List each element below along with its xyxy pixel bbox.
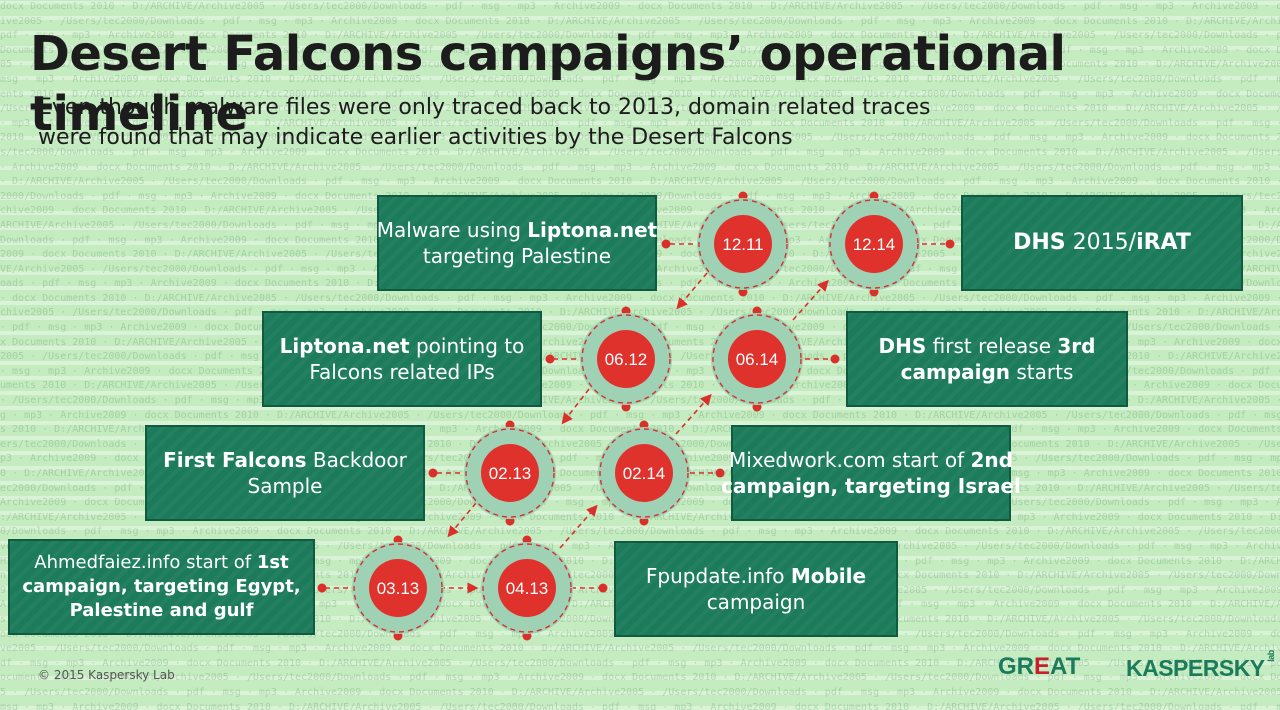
node-06-12: 06.12: [580, 313, 672, 405]
node-label-04-13: 04.13: [506, 579, 549, 598]
connector-1211-0612: [676, 272, 708, 310]
node-label-06-14: 06.14: [736, 350, 779, 369]
page-title: Desert Falcons campaigns’ operational ti…: [30, 26, 1066, 142]
node-02-14: 02.14: [598, 427, 690, 519]
node-label-12-14: 12.14: [853, 235, 896, 254]
event-first-backdoor: First Falcons Backdoor Sample: [145, 425, 425, 521]
node-12-14: 12.14: [828, 198, 920, 290]
event-dhs-3rd: DHS first release 3rd campaign starts: [846, 311, 1128, 407]
event-dhs-irat: DHS 2015/iRAT: [961, 195, 1243, 291]
node-label-12-11: 12.11: [722, 235, 763, 254]
great-logo: GREAT: [998, 653, 1081, 680]
event-ahmedfaiez: Ahmedfaiez.info start of 1st campaign, t…: [8, 539, 315, 635]
node-06-14: 06.14: [711, 313, 803, 405]
connector-0612-0213: [561, 388, 590, 425]
event-fpupdate: Fpupdate.info Mobile campaign: [614, 541, 898, 637]
connector-0213-0313: [447, 502, 477, 538]
connector-0413-0214: [559, 504, 598, 549]
node-04-13: 04.13: [481, 542, 573, 634]
copyright: © 2015 Kaspersky Lab: [38, 668, 175, 682]
subtitle-line-1: Even though malware files were only trac…: [38, 95, 931, 120]
connector-0214-0614: [675, 393, 712, 435]
subtitle: Even though malware files were only trac…: [38, 93, 1038, 153]
connector-0614-1214: [792, 279, 829, 321]
node-label-02-14: 02.14: [623, 464, 666, 483]
node-label-02-13: 02.13: [489, 464, 532, 483]
event-mixedwork: Mixedwork.com start of 2nd campaign, tar…: [721, 425, 1021, 521]
event-liptona-ips: Liptona.net pointing to Falcons related …: [262, 311, 542, 407]
node-label-03-13: 03.13: [377, 579, 420, 598]
node-12-11: 12.11: [697, 198, 789, 290]
node-02-13: 02.13: [464, 427, 556, 519]
kaspersky-logo: KASPERSKYlab: [1126, 650, 1276, 681]
node-03-13: 03.13: [352, 542, 444, 634]
node-label-06-12: 06.12: [605, 350, 648, 369]
subtitle-line-2: were found that may indicate earlier act…: [38, 125, 793, 150]
event-malware-liptona: Malware using Liptona.net targeting Pale…: [377, 195, 657, 291]
connector-lines: [322, 243, 950, 594]
